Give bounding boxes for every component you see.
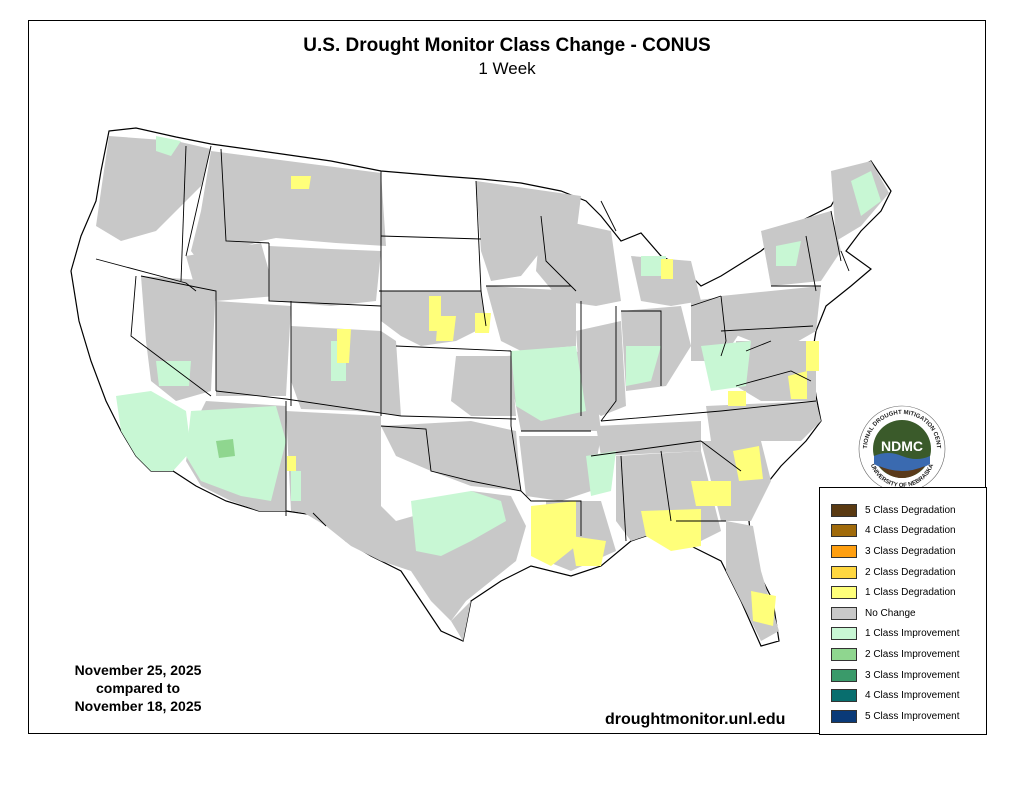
legend-swatch [831,627,857,641]
compared-to-text: compared to [95,680,180,696]
legend: 5 Class Degradation 4 Class Degradation 3 … [819,487,987,735]
legend-item: 1 Class Improvement [831,624,986,645]
conus-map [70,127,892,647]
legend-label: No Change [865,607,916,619]
legend-label: 4 Class Degradation [865,525,956,537]
legend-swatch [831,544,857,558]
legend-item: 3 Class Improvement [831,665,986,686]
legend-swatch [831,503,857,517]
legend-label: 3 Class Degradation [865,545,956,557]
legend-label: 3 Class Improvement [865,669,960,681]
legend-swatch [831,647,857,661]
legend-label: 5 Class Degradation [865,504,956,516]
legend-label: 4 Class Improvement [865,690,960,702]
ndmc-logo: NATIONAL DROUGHT MITIGATION CENTER UNIVE… [857,404,946,493]
legend-item: 2 Class Improvement [831,644,986,665]
legend-label: 5 Class Improvement [865,710,960,722]
legend-swatch [831,565,857,579]
legend-swatch [831,524,857,538]
website-url[interactable]: droughtmonitor.unl.edu [605,711,786,728]
legend-item: 5 Class Degradation [831,500,986,521]
map-title: U.S. Drought Monitor Class Change - CONU… [303,35,711,56]
legend-swatch [831,689,857,703]
current-date: November 25, 2025 [74,662,202,678]
legend-item: No Change [831,603,986,624]
legend-label: 2 Class Improvement [865,648,960,660]
legend-item: 4 Class Degradation [831,521,986,542]
legend-item: 4 Class Improvement [831,685,986,706]
legend-item: 2 Class Degradation [831,562,986,583]
legend-item: 1 Class Degradation [831,582,986,603]
legend-swatch [831,586,857,600]
legend-swatch [831,668,857,682]
legend-item: 5 Class Improvement [831,706,986,727]
comparison-dates: November 25, 2025 compared to November 1… [43,661,233,715]
legend-swatch [831,606,857,620]
map-subtitle: 1 Week [478,59,536,78]
legend-label: 1 Class Degradation [865,587,956,599]
previous-date: November 18, 2025 [74,698,202,714]
legend-label: 1 Class Improvement [865,628,960,640]
legend-swatch [831,709,857,723]
map-frame: U.S. Drought Monitor Class Change - CONU… [28,20,987,735]
svg-text:NDMC: NDMC [881,438,923,454]
legend-label: 2 Class Degradation [865,566,956,578]
legend-item: 3 Class Degradation [831,541,986,562]
